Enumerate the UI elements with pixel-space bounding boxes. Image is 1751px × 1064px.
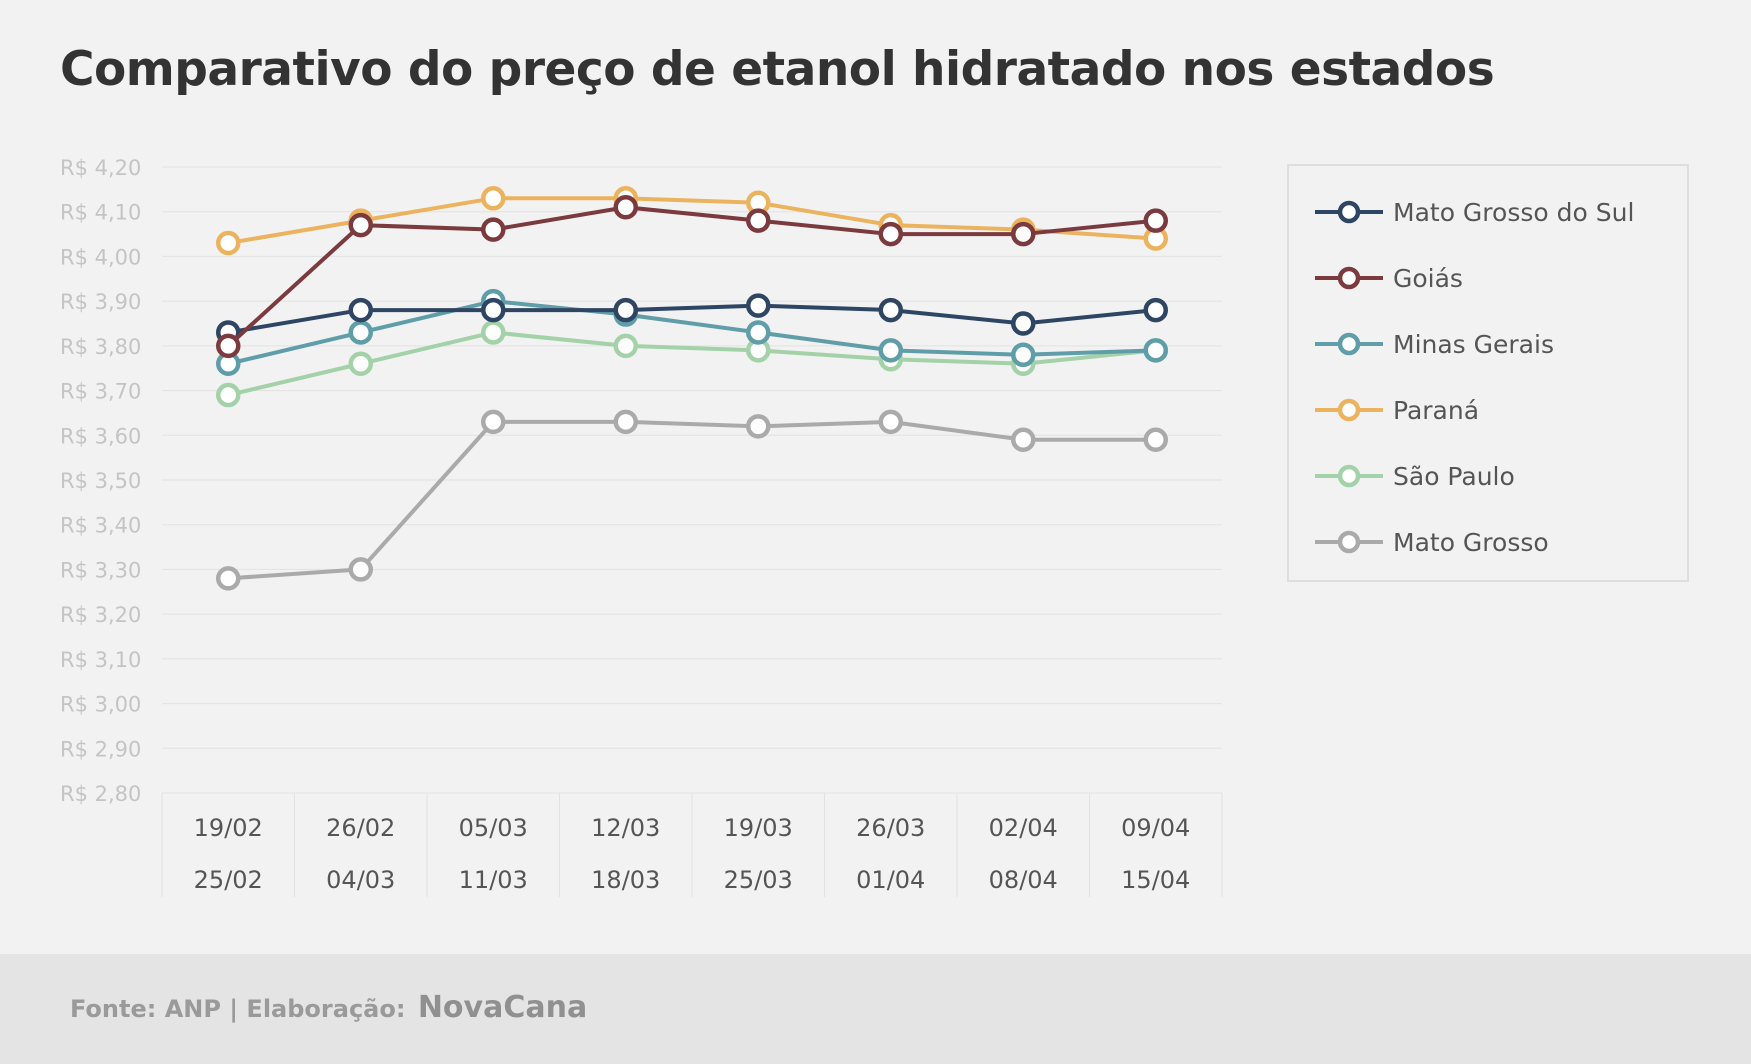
data-point-mato-grosso <box>1011 427 1036 453</box>
x-tick-label-end: 18/03 <box>591 866 660 894</box>
source-label: Fonte: ANP | Elaboração: <box>70 995 406 1023</box>
data-point-goias <box>878 221 903 247</box>
y-tick-label: R$ 3,30 <box>60 558 141 582</box>
data-point-mato-grosso-do-sul <box>613 297 638 323</box>
data-point-mato-grosso <box>348 557 373 582</box>
legend-label: Mato Grosso do Sul <box>1393 197 1635 227</box>
x-tick-label-start: 09/04 <box>1121 814 1190 842</box>
y-tick-label: R$ 3,40 <box>60 514 141 538</box>
chart-title: Comparativo do preço de etanol hidratado… <box>60 42 1495 97</box>
series-line-sao-paulo <box>227 330 1156 397</box>
y-tick-label: R$ 4,00 <box>60 245 141 269</box>
data-point-goias <box>746 208 771 233</box>
x-tick-label-start: 12/03 <box>591 814 660 842</box>
y-tick-label: R$ 4,10 <box>60 201 141 225</box>
legend-item-mato-grosso: Mato Grosso <box>1313 522 1549 562</box>
legend-item-minas-gerais: Minas Gerais <box>1313 324 1554 364</box>
x-tick-label-end: 08/04 <box>989 866 1058 894</box>
legend-swatch-icon <box>1315 464 1383 488</box>
data-point-sao-paulo <box>481 320 506 345</box>
y-tick-label: R$ 3,20 <box>60 603 141 627</box>
data-point-mato-grosso <box>216 566 241 591</box>
data-point-goias <box>613 194 638 220</box>
y-tick-label: R$ 3,10 <box>60 648 141 672</box>
data-point-mato-grosso-do-sul <box>481 297 506 323</box>
data-point-mato-grosso <box>613 409 638 435</box>
data-point-mato-grosso-do-sul <box>1143 297 1168 323</box>
y-tick-label: R$ 4,20 <box>60 156 141 180</box>
x-tick-label-start: 19/02 <box>194 814 263 842</box>
legend-item-sao-paulo: São Paulo <box>1313 456 1515 496</box>
series-line-parana <box>227 196 1156 245</box>
y-tick-label: R$ 2,90 <box>60 737 141 761</box>
data-point-goias <box>1143 208 1168 233</box>
legend-swatch-icon <box>1315 530 1383 554</box>
legend-swatch-icon <box>1315 266 1383 290</box>
series-line-mato-grosso-do-sul <box>227 303 1156 335</box>
x-tick-label-end: 25/02 <box>194 866 263 894</box>
data-point-mato-grosso-do-sul <box>878 297 903 323</box>
y-tick-label: R$ 3,80 <box>60 335 141 359</box>
y-tick-label: R$ 3,70 <box>60 380 141 404</box>
brand-name: NovaCana <box>417 990 588 1025</box>
y-tick-label: R$ 3,50 <box>60 469 141 493</box>
data-point-sao-paulo <box>216 382 241 408</box>
data-point-minas-gerais <box>1011 342 1036 368</box>
line-chart: R$ 2,80 R$ 2,90 R$ 3,00 R$ 3,10 R$ 3,20 R$ 3,… <box>60 156 1223 897</box>
data-point-mato-grosso <box>1143 427 1168 453</box>
data-point-parana <box>216 230 241 256</box>
x-tick-label-start: 02/04 <box>989 814 1058 842</box>
data-point-mato-grosso-do-sul <box>1011 311 1036 336</box>
data-point-goias <box>481 217 506 242</box>
data-point-sao-paulo <box>613 333 638 359</box>
legend-swatch-icon <box>1315 398 1383 422</box>
legend-label: São Paulo <box>1393 461 1515 491</box>
x-tick-label-start: 05/03 <box>459 814 528 842</box>
x-tick-label-start: 26/02 <box>326 814 395 842</box>
x-tick-label-end: 04/03 <box>326 866 395 894</box>
series-line-goias <box>226 205 1156 348</box>
legend-label: Goiás <box>1393 263 1463 293</box>
data-point-minas-gerais <box>746 320 771 345</box>
data-point-minas-gerais <box>1143 338 1168 363</box>
legend-label: Paraná <box>1393 395 1480 425</box>
y-tick-label: R$ 3,60 <box>60 424 141 448</box>
source-credit: Fonte: ANP | Elaboração: NovaCana <box>70 990 587 1025</box>
legend-swatch-icon <box>1315 332 1383 356</box>
data-point-sao-paulo <box>348 351 373 376</box>
x-tick-label-end: 15/04 <box>1121 866 1190 894</box>
x-tick-label-end: 25/03 <box>724 866 793 894</box>
chart-legend: Mato Grosso do Sul Goiás Minas Gerais Paran… <box>1287 164 1689 582</box>
y-tick-label: R$ 3,90 <box>60 290 141 314</box>
data-point-mato-grosso <box>746 414 771 439</box>
data-point-minas-gerais <box>348 320 373 345</box>
data-point-goias <box>348 212 373 238</box>
legend-label: Mato Grosso <box>1393 527 1549 557</box>
data-point-goias <box>1011 221 1036 247</box>
data-point-parana <box>481 186 506 211</box>
x-tick-label-start: 26/03 <box>856 814 925 842</box>
data-point-mato-grosso-do-sul <box>746 293 771 318</box>
data-point-goias <box>216 333 241 359</box>
series-line-minas-gerais <box>227 299 1156 366</box>
data-point-mato-grosso <box>481 409 506 435</box>
series-line-mato-grosso <box>228 419 1156 581</box>
y-tick-label: R$ 3,00 <box>60 693 141 717</box>
legend-swatch-icon <box>1315 200 1383 224</box>
data-point-mato-grosso-do-sul <box>348 297 373 323</box>
data-point-mato-grosso <box>878 409 903 435</box>
x-tick-label-start: 19/03 <box>724 814 793 842</box>
x-tick-label-end: 01/04 <box>856 866 925 894</box>
legend-item-goias: Goiás <box>1313 258 1463 298</box>
data-point-minas-gerais <box>878 338 903 363</box>
legend-label: Minas Gerais <box>1393 329 1554 359</box>
legend-item-mato-grosso-do-sul: Mato Grosso do Sul <box>1313 192 1634 232</box>
y-tick-label: R$ 2,80 <box>60 782 141 806</box>
x-tick-label-end: 11/03 <box>459 866 528 894</box>
legend-item-parana: Paraná <box>1313 390 1479 430</box>
footer: Fonte: ANP | Elaboração: NovaCana <box>0 954 1751 1064</box>
